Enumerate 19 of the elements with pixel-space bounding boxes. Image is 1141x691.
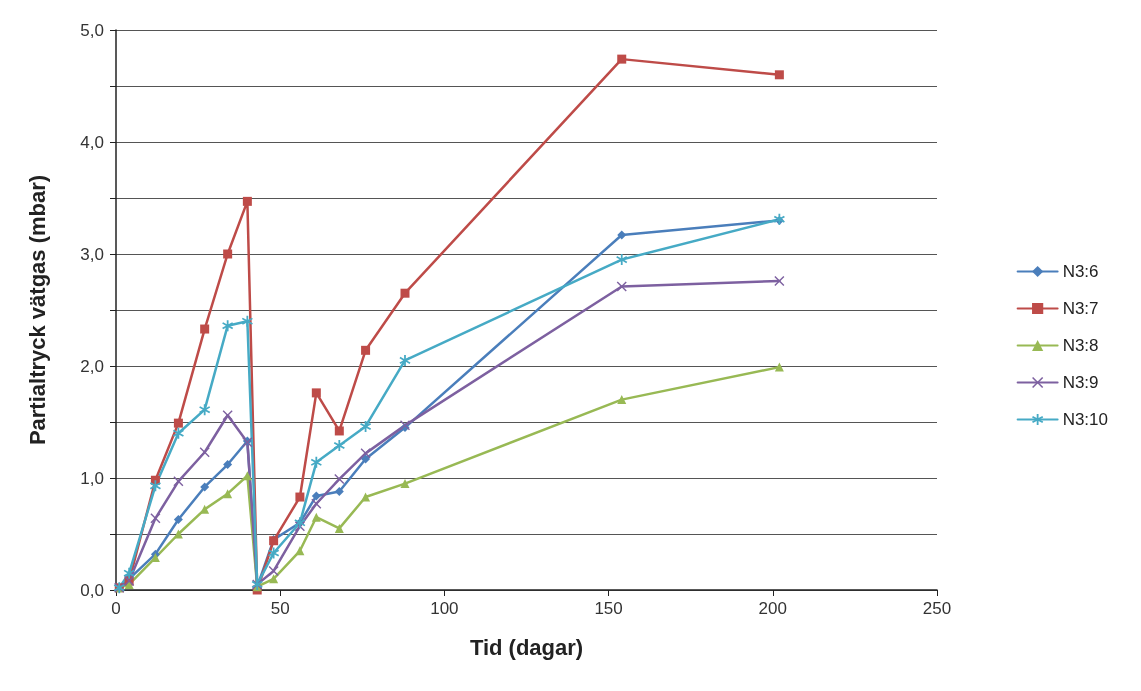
legend-label: N3:6 <box>1062 262 1099 281</box>
x-tick-label: 100 <box>430 599 459 618</box>
legend-label: N3:8 <box>1062 336 1099 355</box>
x-tick-label: 250 <box>922 599 952 618</box>
legend-label: N3:7 <box>1062 299 1099 318</box>
y-tick-label: 5,0 <box>80 20 104 40</box>
y-axis-title: Partialtryck vätgas (mbar) <box>24 174 50 446</box>
x-axis-title: Tid (dagar) <box>469 634 584 660</box>
x-tick-label: 150 <box>594 599 623 618</box>
y-tick-label: 3,0 <box>80 244 104 264</box>
y-tick-label: 4,0 <box>80 132 104 152</box>
y-tick-label: 0,0 <box>80 580 104 600</box>
legend-label: N3:10 <box>1062 410 1109 429</box>
legend-label: N3:9 <box>1062 373 1099 392</box>
x-tick-label: 50 <box>270 599 290 618</box>
x-tick-label: 0 <box>111 599 121 618</box>
y-tick-label: 2,0 <box>80 356 104 376</box>
x-tick-label: 200 <box>758 599 787 618</box>
y-tick-label: 1,0 <box>80 468 104 488</box>
